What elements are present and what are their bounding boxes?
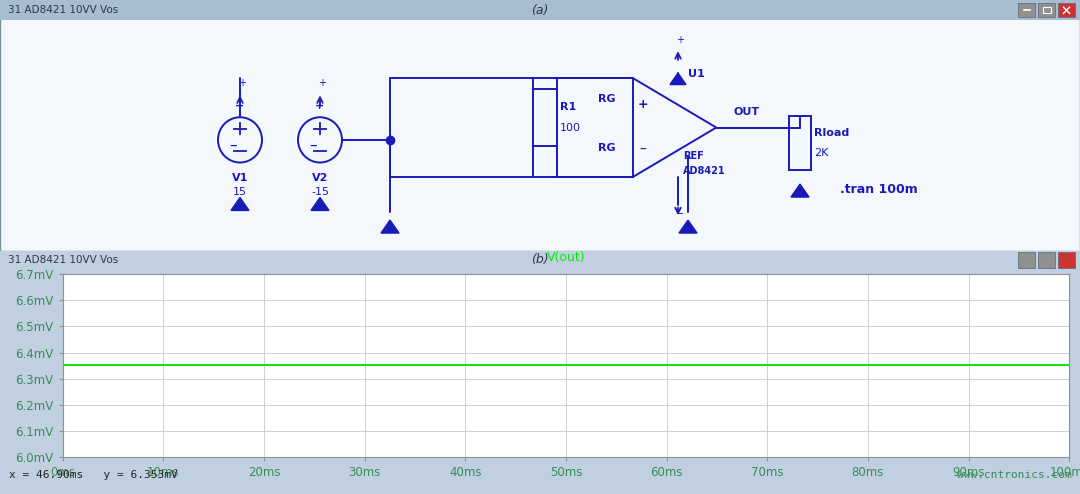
Text: 15: 15: [233, 187, 247, 197]
Polygon shape: [679, 220, 697, 233]
Text: RG: RG: [598, 143, 616, 153]
Bar: [1042, 7, 1051, 13]
Text: www.cntronics.com: www.cntronics.com: [957, 470, 1071, 481]
Text: -15: -15: [311, 187, 329, 197]
Text: x = 46.90ms   y = 6.353mV: x = 46.90ms y = 6.353mV: [9, 470, 177, 481]
Text: +: +: [676, 35, 684, 45]
Polygon shape: [791, 184, 809, 197]
Text: (a): (a): [531, 4, 549, 17]
Bar: [0, 0, 1080, 20]
Polygon shape: [670, 73, 686, 84]
Polygon shape: [381, 220, 399, 233]
Bar: [1018, 3, 1035, 17]
Bar: [1018, 252, 1035, 268]
Text: –: –: [229, 137, 237, 153]
Text: RG: RG: [598, 94, 616, 104]
Text: +: +: [315, 101, 325, 111]
Text: .tran 100m: .tran 100m: [840, 183, 918, 196]
Bar: [789, 116, 811, 170]
Bar: [534, 89, 557, 146]
Text: (b): (b): [531, 253, 549, 266]
Text: +: +: [637, 98, 648, 112]
Text: –: –: [677, 206, 684, 220]
Bar: [1058, 252, 1075, 268]
Text: V2: V2: [312, 173, 328, 183]
Text: V1: V1: [232, 173, 248, 183]
Text: 2K: 2K: [814, 148, 828, 158]
Text: –: –: [639, 143, 647, 157]
Text: 31 AD8421 10VV Vos: 31 AD8421 10VV Vos: [8, 5, 118, 15]
Bar: [1058, 3, 1075, 17]
Polygon shape: [231, 198, 249, 210]
Text: R1: R1: [561, 102, 577, 112]
Text: +: +: [238, 79, 246, 88]
Text: Rload: Rload: [814, 127, 849, 138]
Bar: [1038, 252, 1055, 268]
Text: +: +: [318, 79, 326, 88]
Text: +: +: [235, 101, 245, 111]
Text: 31 AD8421 10VV Vos: 31 AD8421 10VV Vos: [8, 255, 118, 265]
Text: AD8421: AD8421: [683, 165, 726, 176]
Text: OUT: OUT: [734, 107, 760, 117]
Text: U1: U1: [688, 69, 705, 79]
Bar: [1038, 3, 1055, 17]
Text: –: –: [309, 137, 316, 153]
Text: 100: 100: [561, 123, 581, 132]
Text: REF: REF: [683, 151, 704, 162]
Text: V(out): V(out): [546, 251, 585, 264]
Polygon shape: [311, 198, 329, 210]
